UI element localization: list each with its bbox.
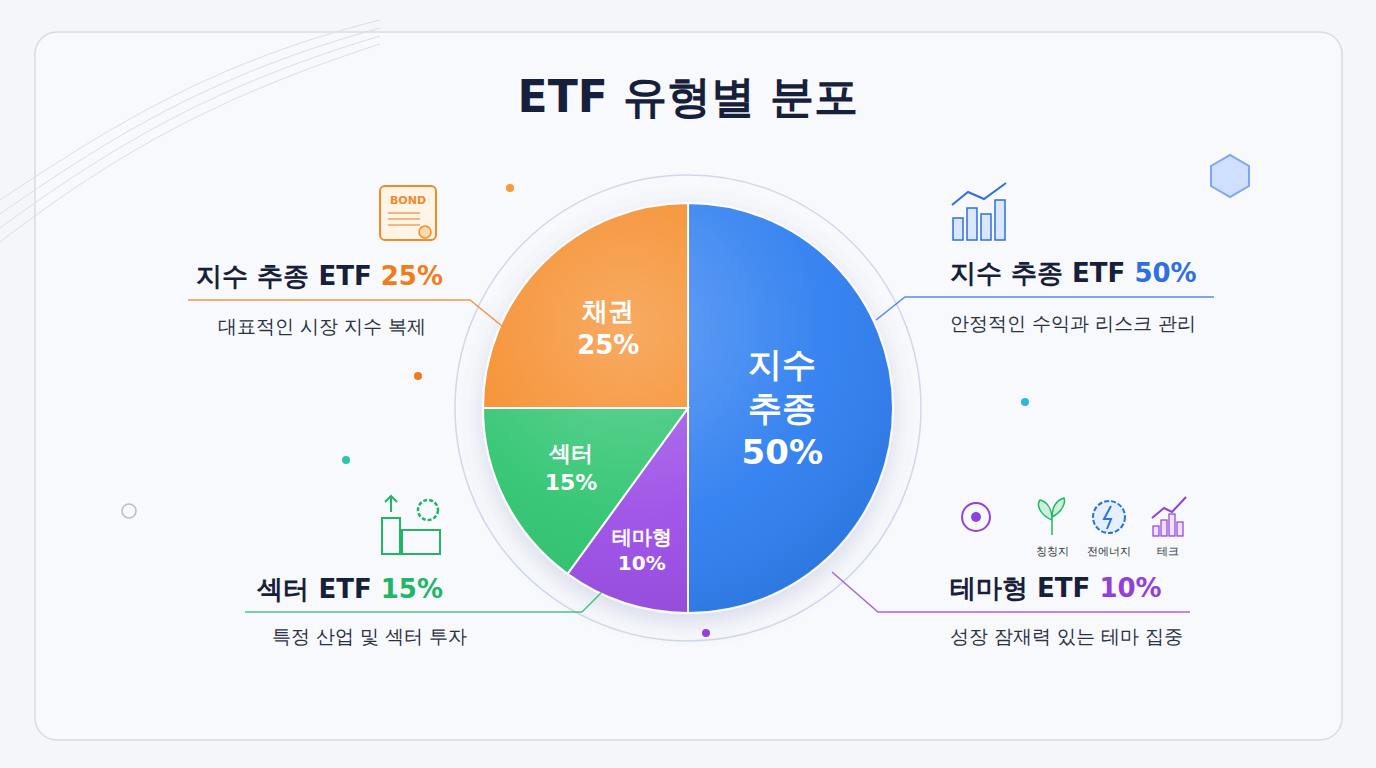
slice-label: 채권 25% — [577, 296, 639, 360]
slice-category: 채권 — [582, 296, 634, 326]
icon-shape — [382, 518, 400, 554]
sector-icon — [382, 496, 440, 554]
slice-category: 지수 — [748, 344, 816, 384]
decor-curve — [0, 28, 380, 214]
canvas: ETF 유형별 분포지수추종50%테마형10%섹터15%채권25%지수 추종 E… — [0, 0, 1376, 768]
callout-value: 10% — [1099, 573, 1161, 603]
icon-shape — [967, 208, 977, 240]
icon-shape — [981, 214, 991, 240]
icon-shape — [962, 503, 990, 531]
icon-shape — [418, 500, 438, 520]
slice-value: 25% — [577, 330, 639, 360]
callout-name: 지수 추종 ETF — [950, 258, 1134, 288]
icon-shape — [1152, 497, 1186, 518]
icon-shape — [402, 530, 440, 554]
decor-curve — [0, 20, 380, 200]
theme-icons: 칭칭지 전에너지 테크 — [962, 497, 1186, 558]
decor-curve — [0, 44, 380, 242]
chart-icon — [952, 183, 1006, 240]
callout-text: 안정적인 수익과 리스크 관리 — [950, 312, 1196, 334]
callout-title: 섹터 ETF 15% — [256, 574, 443, 604]
icon-label: 테크 — [1157, 545, 1179, 558]
callout-name: 테마형 ETF — [950, 573, 1099, 603]
pie-slice — [483, 203, 688, 408]
icon-shape — [1039, 498, 1065, 535]
title: ETF 유형별 분포 — [518, 71, 859, 122]
pie-slice — [483, 408, 688, 574]
icon-shape — [1104, 506, 1111, 529]
outer-ring — [455, 175, 921, 641]
icon-shape — [388, 212, 420, 214]
callout-text: 대표적인 시장 지수 복제 — [218, 315, 426, 337]
icon-shape — [388, 224, 420, 226]
decor-dot — [414, 372, 422, 380]
icon-shape — [1161, 520, 1167, 536]
slice-value: 15% — [545, 470, 598, 495]
slice-category: 테마형 — [612, 525, 672, 549]
bond-icon: BOND — [380, 186, 436, 240]
callout-text: 성장 잠재력 있는 테마 집중 — [950, 625, 1183, 647]
decor-hex — [1211, 155, 1249, 197]
icon-shape — [1169, 514, 1175, 536]
callout-title: 테마형 ETF 10% — [950, 573, 1162, 603]
pie-shine — [483, 203, 893, 613]
decor-dot — [702, 629, 710, 637]
icon-shape — [953, 218, 963, 240]
slice-label: 테마형10% — [612, 525, 672, 575]
callout-value: 50% — [1134, 258, 1196, 288]
slice-value: 50% — [742, 432, 823, 472]
callout-name: 지수 추종 ETF — [196, 261, 380, 291]
callout-name: 섹터 ETF — [256, 574, 380, 604]
slice-category: 섹터 — [548, 441, 593, 466]
callout-title: 지수 추종 ETF 50% — [950, 258, 1197, 288]
background — [0, 0, 1376, 768]
callout-text: 특정 산업 및 섹터 투자 — [272, 625, 467, 647]
icon-shape — [385, 496, 397, 512]
decor-curve — [0, 36, 380, 228]
icon-shape — [1093, 501, 1125, 533]
icon-shape — [971, 512, 981, 522]
panel — [35, 32, 1342, 740]
decor-ring — [122, 504, 136, 518]
slice-label: 섹터 15% — [545, 441, 598, 495]
pie-slice — [688, 203, 893, 613]
decor-dot — [506, 184, 514, 192]
leader-line — [832, 572, 1190, 612]
icon-label: 전에너지 — [1087, 545, 1131, 558]
decor-dot — [342, 456, 350, 464]
slice-label: 지수추종50% — [742, 344, 823, 472]
callout-value: 25% — [381, 261, 443, 291]
icon-label: 칭칭지 — [1036, 545, 1069, 558]
decor-dot — [1021, 398, 1029, 406]
icon-shape — [419, 226, 431, 238]
icon-shape — [388, 218, 420, 220]
icon-label: BOND — [390, 194, 426, 207]
callout-title: 지수 추종 ETF 25% — [196, 261, 443, 291]
icon-shape — [1177, 522, 1183, 536]
slice-category: 추종 — [748, 388, 816, 428]
icon-shape — [952, 183, 1006, 205]
icon-shape — [380, 186, 436, 240]
icon-shape — [995, 200, 1005, 240]
callout-value: 15% — [381, 574, 443, 604]
slice-value: 10% — [618, 551, 666, 575]
icon-shape — [1153, 526, 1159, 536]
pie — [483, 203, 893, 613]
